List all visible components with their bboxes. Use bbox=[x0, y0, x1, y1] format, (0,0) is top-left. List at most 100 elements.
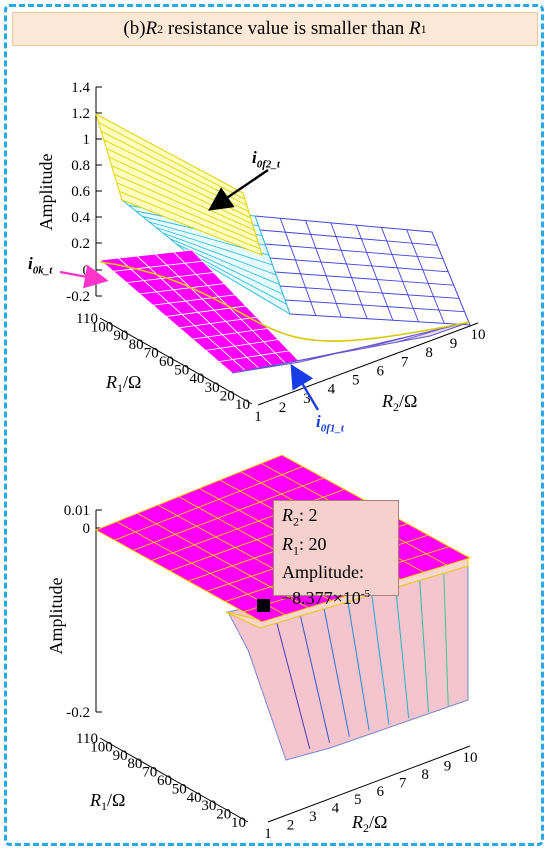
r2-tick-label: 7 bbox=[401, 354, 409, 370]
r1-tick-label: 20 bbox=[220, 388, 235, 404]
surface-i0k-gridline bbox=[126, 271, 214, 284]
surface-i0f1-gridline bbox=[396, 328, 442, 343]
surface-i0f2-face-gridline bbox=[119, 190, 261, 250]
top-surface-chart: 1.41.210.80.60.40.20-0.2Amplitude1101009… bbox=[36, 80, 486, 425]
surface-i0f2-slope-gridline bbox=[169, 238, 280, 286]
r1-tick-label: 50 bbox=[172, 781, 187, 797]
surface-i0k-gridline bbox=[132, 477, 324, 551]
surface-i0f1-gridline bbox=[363, 334, 414, 349]
surface-i0f2-slope-gridline bbox=[155, 227, 273, 266]
r1-tick-label: 60 bbox=[157, 773, 172, 789]
r1-axis-line bbox=[99, 317, 253, 405]
underside-stripe bbox=[271, 606, 311, 750]
r1-axis-label: R1/Ω bbox=[105, 372, 141, 395]
r2-tick-label: 8 bbox=[425, 345, 433, 361]
i0f2-boundary-curve bbox=[99, 261, 471, 342]
r2-tick-label: 4 bbox=[332, 801, 340, 817]
underside-stripe bbox=[369, 583, 390, 725]
surface-i0k-gridline bbox=[113, 260, 203, 272]
r1-tick-label: 60 bbox=[159, 354, 174, 370]
r2-tick-label: 1 bbox=[264, 826, 272, 842]
r1-tick-label: 20 bbox=[216, 807, 231, 823]
surface-i0f2-back-gridline bbox=[269, 257, 449, 273]
datatip[interactable]: R2: 2 R1: 20 Amplitude: −8.377×10-5 bbox=[273, 500, 399, 608]
arrow-i0k bbox=[59, 264, 109, 289]
surface-i0f2-back-gridline bbox=[284, 299, 465, 313]
label-i0f1: i0f1_t bbox=[316, 412, 344, 435]
figure-frame bbox=[4, 4, 544, 846]
surface-i0k-gridline bbox=[179, 316, 257, 329]
r1-tick-label: 30 bbox=[201, 798, 216, 814]
r1-tick-label: 100 bbox=[90, 739, 113, 755]
r1-tick-label: 70 bbox=[144, 345, 159, 361]
z-tick-label: -0.2 bbox=[66, 705, 90, 721]
surface-i0f2-back-gridline bbox=[330, 222, 368, 319]
surface-i0k-gridline bbox=[192, 327, 268, 340]
r1-tick-label: 110 bbox=[76, 311, 98, 327]
underside-stripe bbox=[443, 565, 449, 707]
r1-tick-label: 40 bbox=[189, 371, 204, 387]
r2-tick-label: 6 bbox=[376, 784, 384, 800]
z-tick-label: 0.6 bbox=[71, 184, 90, 200]
surface-i0f1-gridline bbox=[264, 354, 329, 368]
surface-i0f2-face-gridline bbox=[114, 173, 257, 237]
r2-tick-label: 8 bbox=[421, 767, 429, 783]
surface-i0k-gridline bbox=[139, 283, 225, 295]
r1-tick-label: 10 bbox=[235, 397, 250, 413]
r1-tick-label: 40 bbox=[187, 790, 202, 806]
datatip-marker[interactable] bbox=[257, 599, 270, 612]
z-tick-label: 0.4 bbox=[71, 210, 90, 226]
r1-tick-label: 90 bbox=[113, 748, 128, 764]
r2-axis-line bbox=[257, 322, 479, 406]
caption-prefix: (b) bbox=[123, 18, 146, 39]
surface-i0f2-back-gridline bbox=[264, 243, 443, 260]
r1-tick-label: 90 bbox=[113, 328, 128, 344]
r1-tick-label: 10 bbox=[231, 815, 246, 831]
z-tick-label: -0.2 bbox=[66, 289, 90, 305]
r1-tick-label: 110 bbox=[76, 731, 98, 747]
r2-tick-label: 3 bbox=[309, 809, 317, 825]
underside-stripe bbox=[296, 600, 331, 743]
surface-i0f2-face-gridline bbox=[111, 165, 255, 231]
surface-i0f2-back-gridline bbox=[406, 229, 445, 324]
surface-i0k-gridline bbox=[205, 339, 279, 351]
caption-middle: resistance value is smaller than bbox=[163, 18, 409, 39]
r1-tick-label: 70 bbox=[142, 765, 157, 781]
datatip-amplitude-value: −8.377×10-5 bbox=[282, 588, 370, 609]
surface-i0k-gridline bbox=[152, 294, 236, 306]
r1-tick-label: 80 bbox=[127, 756, 142, 772]
r2-tick-label: 10 bbox=[463, 750, 478, 766]
surface-i0f2-face-gridline bbox=[108, 156, 253, 225]
r2-tick-label: 3 bbox=[303, 391, 311, 407]
r2-axis-line bbox=[267, 745, 471, 823]
r2-tick-label: 7 bbox=[399, 775, 407, 791]
underside-stripe bbox=[394, 577, 410, 719]
r2-tick-label: 10 bbox=[471, 327, 486, 343]
surface-i0f2-back-gridline bbox=[279, 285, 460, 299]
r2-axis-label: R2/Ω bbox=[381, 391, 417, 414]
r1-tick-label: 50 bbox=[174, 363, 189, 379]
r2-tick-label: 9 bbox=[450, 336, 458, 352]
r2-tick-label: 6 bbox=[376, 363, 384, 379]
z-tick-label: 1 bbox=[83, 132, 91, 148]
z-tick-label: 0.2 bbox=[71, 236, 90, 252]
z-axis-label: Amplitude bbox=[46, 577, 66, 654]
surface-edge-strip bbox=[225, 555, 469, 629]
surface-i0f2-back-gridline bbox=[381, 227, 419, 323]
surface-i0f2-back-gridline bbox=[274, 271, 454, 286]
r2-axis-label: R2/Ω bbox=[351, 812, 387, 835]
caption-r2: R bbox=[145, 18, 158, 39]
surface-i0f2-back-gridline bbox=[259, 229, 438, 246]
r1-axis-label: R1/Ω bbox=[89, 790, 125, 813]
r1-tick-label: 30 bbox=[205, 380, 220, 396]
label-i0f2: i0f2_t bbox=[252, 148, 280, 171]
z-tick-label: 0 bbox=[83, 521, 91, 537]
r2-tick-label: 5 bbox=[354, 792, 362, 808]
label-i0k: i0k_t bbox=[28, 254, 53, 277]
underside-stripe bbox=[418, 571, 429, 713]
r1-axis-line bbox=[99, 737, 249, 823]
r1-tick-label: 80 bbox=[129, 337, 144, 353]
surface-i0f2-slope-gridline bbox=[162, 232, 277, 276]
